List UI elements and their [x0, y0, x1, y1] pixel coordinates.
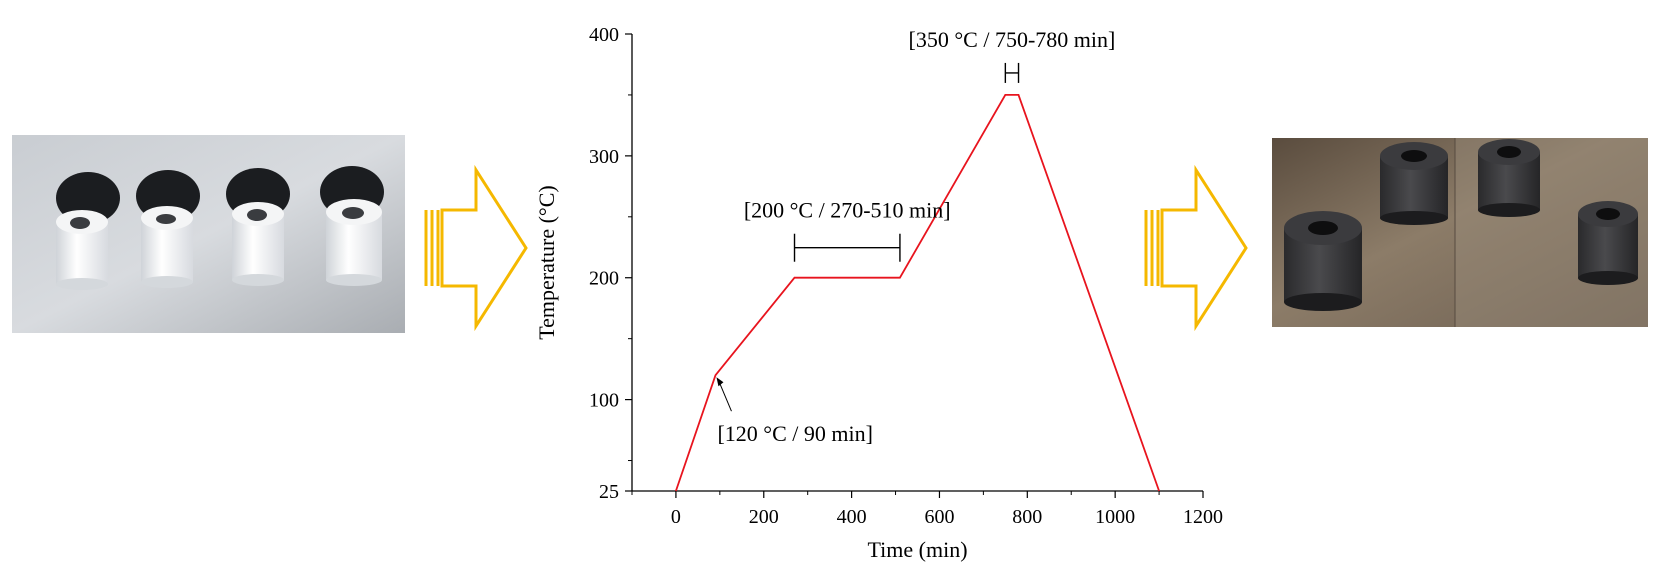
- annotation-arrow-head: [716, 377, 724, 387]
- x-tick-label: 800: [1012, 506, 1042, 528]
- y-tick-label: 300: [589, 146, 619, 168]
- x-tick-label: 400: [837, 506, 867, 528]
- annotation-label: [200 °C / 270-510 min]: [744, 198, 951, 223]
- y-tick-label: 400: [589, 24, 619, 46]
- x-tick-label: 600: [924, 506, 954, 528]
- temperature-profile-chart: 0 200 400 600 800 1000 1200 25 100 200 300 400 [120…: [534, 24, 1223, 562]
- annotation-arrow-line: [717, 380, 732, 412]
- x-axis-label: Time (min): [867, 537, 967, 562]
- process-arrow-right: [1144, 164, 1248, 332]
- y-tick-label: 25: [599, 481, 619, 503]
- x-tick-label: 1200: [1183, 506, 1223, 528]
- temperature-series-line: [675, 94, 1160, 492]
- x-tick-label: 1000: [1095, 506, 1135, 528]
- chart-annotations: [120 °C / 90 min] [200 °C / 270-510 min] […: [716, 27, 1115, 446]
- annotation-label: [350 °C / 750-780 min]: [909, 27, 1116, 52]
- before-samples-photo: [12, 135, 405, 333]
- x-tick-label: 0: [671, 506, 681, 528]
- y-tick-label: 200: [589, 268, 619, 290]
- chart-series: [675, 94, 1160, 492]
- chart-axes: [631, 34, 1203, 492]
- process-arrow-left: [424, 164, 528, 332]
- y-tick-label: 100: [589, 390, 619, 412]
- after-samples-photo: [1272, 138, 1648, 327]
- x-tick-label: 200: [749, 506, 779, 528]
- y-axis-label: Temperature (°C): [534, 185, 559, 339]
- annotation-label: [120 °C / 90 min]: [717, 421, 872, 446]
- chart-ticks: 0 200 400 600 800 1000 1200 25 100 200 300 400: [589, 24, 1223, 528]
